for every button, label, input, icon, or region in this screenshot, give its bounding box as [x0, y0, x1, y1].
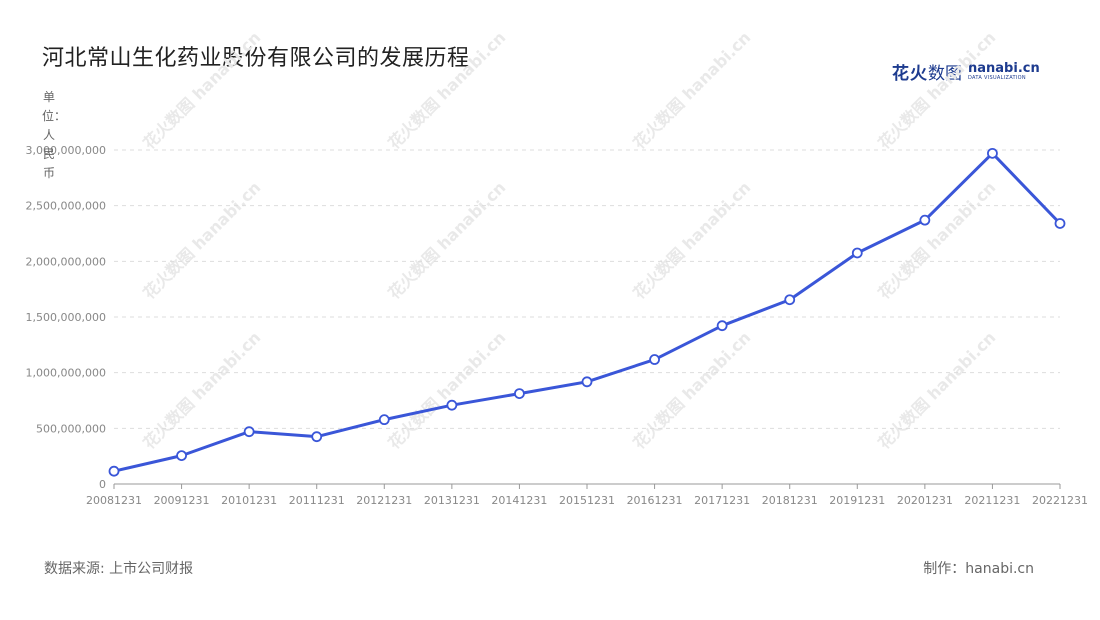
- data-point[interactable]: [919, 214, 931, 226]
- watermark-text: 花火数图 hanabi.cn: [384, 28, 509, 153]
- data-point[interactable]: [311, 431, 323, 443]
- x-tick-label: 20101231: [221, 494, 277, 507]
- watermark-text: 花火数图 hanabi.cn: [629, 328, 754, 453]
- x-tick-label: 20091231: [154, 494, 210, 507]
- x-tick-label: 20081231: [86, 494, 142, 507]
- y-tick-label: 1,000,000,000: [26, 367, 106, 380]
- series-line: [108, 147, 1066, 477]
- x-tick-label: 20181231: [762, 494, 818, 507]
- data-point[interactable]: [446, 399, 458, 411]
- watermark-text: 花火数图 hanabi.cn: [629, 28, 754, 153]
- x-tick-label: 20151231: [559, 494, 615, 507]
- logo-cn: 数图: [928, 63, 962, 84]
- data-point[interactable]: [784, 294, 796, 306]
- x-tick-label: 20121231: [356, 494, 412, 507]
- watermark-text: 花火数图 hanabi.cn: [874, 28, 999, 153]
- y-tick-label: 500,000,000: [36, 422, 106, 435]
- x-tick-label: 20161231: [627, 494, 683, 507]
- data-point[interactable]: [176, 450, 187, 462]
- maker-credit: 制作：hanabi.cn: [923, 561, 1034, 577]
- grid-lines: 0 500,000,000 1,000,000,000 1,500,000,000 2,…: [26, 144, 1060, 491]
- x-tick-label: 20191231: [829, 494, 885, 507]
- x-tick-label: 20171231: [694, 494, 750, 507]
- data-point[interactable]: [108, 465, 120, 477]
- data-point[interactable]: [649, 354, 660, 365]
- x-tick-label: 20211231: [964, 494, 1020, 507]
- watermark-text: 花火数图 hanabi.cn: [874, 178, 999, 303]
- series-path: [113, 151, 1062, 473]
- logo-cn-bold: 花火: [892, 63, 928, 84]
- watermark-text: 花火数图 hanabi.cn: [139, 28, 264, 153]
- data-point[interactable]: [581, 376, 593, 388]
- data-point[interactable]: [514, 388, 525, 399]
- x-tick-label: 20111231: [289, 494, 345, 507]
- logo-en: hanabi.cn DATA VISUALIZATION: [968, 62, 1040, 81]
- y-tick-label: 1,500,000,000: [26, 311, 106, 324]
- y-tick-label: 3,000,000,000: [26, 144, 106, 157]
- y-tick-label: 0: [99, 478, 106, 491]
- logo-domain: hanabi.cn: [968, 60, 1040, 76]
- data-point[interactable]: [1054, 218, 1066, 229]
- data-source: 数据来源: 上市公司财报: [44, 561, 194, 577]
- data-point[interactable]: [716, 320, 728, 332]
- watermark-text: 花火数图 hanabi.cn: [629, 178, 754, 303]
- data-point[interactable]: [243, 426, 255, 438]
- watermark-text: 花火数图 hanabi.cn: [384, 178, 509, 303]
- x-tick-label: 20141231: [491, 494, 547, 507]
- brand-logo: 花火 数图 hanabi.cn DATA VISUALIZATION: [892, 58, 1040, 84]
- y-axis-unit-label: 单位：人民币: [42, 90, 67, 180]
- chart-title: 河北常山生化药业股份有限公司的发展历程: [42, 46, 470, 71]
- x-tick-label: 20221231: [1032, 494, 1088, 507]
- watermark-layer: 花火数图 hanabi.cn 花火数图 hanabi.cn 花火数图 hanabi.…: [139, 28, 999, 453]
- x-tick-label: 20201231: [897, 494, 953, 507]
- data-point[interactable]: [851, 247, 863, 259]
- data-point[interactable]: [987, 147, 998, 159]
- x-tick-label: 20131231: [424, 494, 480, 507]
- data-point[interactable]: [378, 414, 390, 426]
- y-tick-label: 2,500,000,000: [26, 200, 106, 213]
- y-tick-label: 2,000,000,000: [26, 255, 106, 268]
- logo-tagline: DATA VISUALIZATION: [968, 74, 1026, 81]
- watermark-text: 花火数图 hanabi.cn: [384, 328, 509, 453]
- watermark-text: 花火数图 hanabi.cn: [139, 178, 264, 303]
- axes: 20081231 20091231 20101231 20111231 20121231…: [86, 483, 1088, 507]
- watermark-text: 花火数图 hanabi.cn: [874, 328, 999, 453]
